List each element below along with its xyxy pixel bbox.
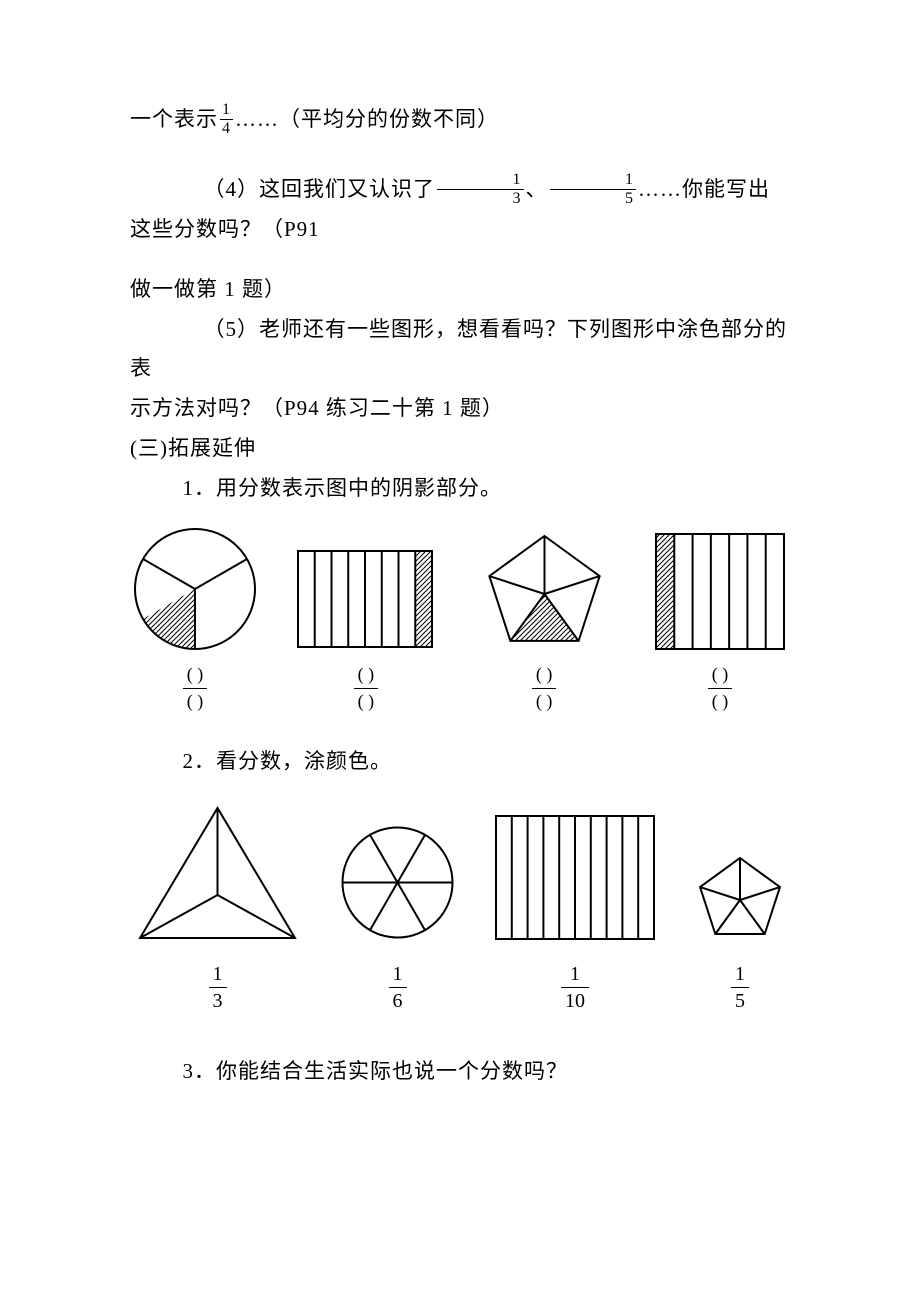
text: （4）这回我们又认识了 (204, 177, 436, 201)
text: (三)拓展延伸 (130, 436, 256, 460)
figure-circle-thirds: ( ) ( ) (130, 524, 260, 712)
text: 3．你能结合生活实际也说一个分数吗？ (183, 1059, 569, 1083)
figure-pentagon-5: 1 5 (690, 850, 790, 1012)
exercise1-figures: ( ) ( ) ( ) ( ) (130, 524, 790, 712)
label-1-3: 1 3 (209, 963, 227, 1012)
answer-blank: ( ) ( ) (354, 664, 379, 712)
figure-triangle-3: 1 3 (130, 800, 305, 1012)
text: 、 (526, 177, 548, 201)
label-1-5: 1 5 (731, 963, 749, 1012)
text: （5）老师还有一些图形，想看看吗？下列图形中涂色部分的表 (130, 317, 787, 381)
figure-circle-6: 1 6 (335, 820, 460, 1012)
exercise2-figures: 1 3 1 6 1 (130, 800, 790, 1012)
fraction-1-5: 15 (550, 172, 637, 207)
paragraph: 1．用分数表示图中的阴影部分。 (130, 469, 790, 509)
answer-blank: ( ) ( ) (183, 664, 208, 712)
paragraph: （4）这回我们又认识了13、15……你能写出这些分数吗？（P91 (130, 170, 790, 250)
paragraph: 一个表示14……（平均分的份数不同） (130, 100, 790, 140)
fraction-1-3: 13 (437, 172, 524, 207)
text: 1．用分数表示图中的阴影部分。 (183, 476, 503, 500)
paragraph: 2．看分数，涂颜色。 (130, 742, 790, 782)
fraction-1-4: 14 (220, 102, 233, 137)
answer-blank: ( ) ( ) (708, 664, 733, 712)
paragraph: 3．你能结合生活实际也说一个分数吗？ (130, 1052, 790, 1092)
text: 示方法对吗？（P94 练习二十第 1 题） (130, 396, 504, 420)
text: ……（平均分的份数不同） (235, 107, 499, 131)
figure-pentagon: ( ) ( ) (472, 524, 617, 712)
paragraph: (三)拓展延伸 (130, 429, 790, 469)
paragraph: 示方法对吗？（P94 练习二十第 1 题） (130, 389, 790, 429)
paragraph: （5）老师还有一些图形，想看看吗？下列图形中涂色部分的表 (130, 310, 790, 390)
text: 2．看分数，涂颜色。 (183, 749, 393, 773)
label-1-10: 1 10 (561, 963, 589, 1012)
text: 做一做第 1 题） (130, 277, 286, 301)
text: 一个表示 (130, 107, 218, 131)
answer-blank: ( ) ( ) (532, 664, 557, 712)
label-1-6: 1 6 (389, 963, 407, 1012)
paragraph: 做一做第 1 题） (130, 270, 790, 310)
figure-square-10: 1 10 (490, 810, 660, 1012)
figure-square-7: ( ) ( ) (650, 529, 790, 712)
figure-square-8: ( ) ( ) (293, 544, 438, 712)
